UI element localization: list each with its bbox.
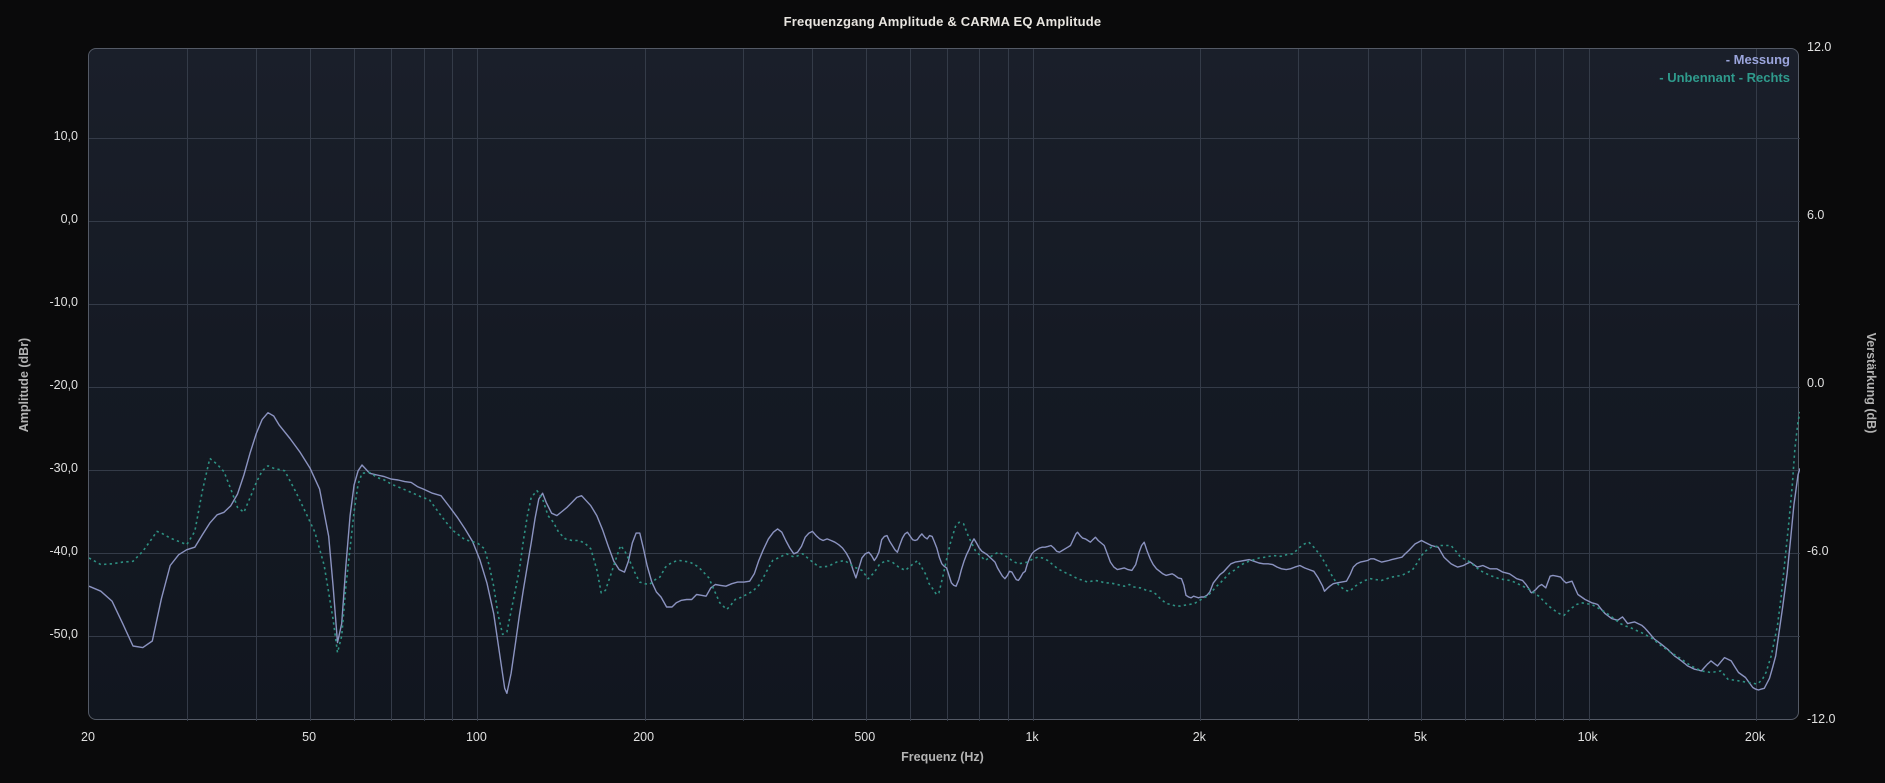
x-axis-title: Frequenz (Hz) bbox=[901, 750, 984, 764]
left-tick--50: -50,0 bbox=[49, 627, 79, 641]
right-tick--12: -12.0 bbox=[1807, 712, 1836, 726]
x-tick-1k: 1k bbox=[1025, 730, 1039, 744]
left-tick--40: -40,0 bbox=[49, 544, 79, 558]
right-axis-title: Verstärkung (dB) bbox=[1864, 332, 1878, 434]
left-tick--20: -20,0 bbox=[49, 377, 79, 392]
messung-curve bbox=[89, 412, 1800, 694]
legend-item-messung: - Messung bbox=[1725, 52, 1790, 67]
x-tick-5k: 5k bbox=[1413, 730, 1428, 744]
right-tick-6: 6.0 bbox=[1807, 208, 1825, 222]
x-tick-200: 200 bbox=[633, 730, 655, 744]
right-tick--6: -6.0 bbox=[1807, 544, 1829, 558]
x-tick-10k: 10k bbox=[1577, 730, 1598, 744]
legend-item-unbennant: - Unbennant - Rechts bbox=[1659, 70, 1790, 85]
legend: - Messung - Unbennant - Rechts bbox=[1659, 51, 1790, 87]
left-axis-title: Amplitude (dBr) bbox=[17, 337, 31, 433]
right-tick-12: 12.0 bbox=[1807, 40, 1832, 54]
left-tick-10: 10,0 bbox=[53, 128, 78, 143]
x-tick-20: 20 bbox=[81, 730, 95, 744]
chart-title: Frequenzgang Amplitude & CARMA EQ Amplit… bbox=[783, 14, 1102, 29]
x-tick-50: 50 bbox=[302, 730, 317, 744]
plot-area: - Messung - Unbennant - Rechts bbox=[88, 48, 1800, 721]
gridlines bbox=[89, 49, 1800, 721]
right-tick-0: 0.0 bbox=[1807, 376, 1825, 390]
unbennant-curve bbox=[89, 411, 1800, 685]
x-tick-2k: 2k bbox=[1192, 730, 1206, 744]
x-tick-100: 100 bbox=[465, 730, 487, 744]
chart-canvas bbox=[89, 49, 1800, 721]
x-tick-500: 500 bbox=[854, 730, 876, 744]
x-tick-20k: 20k bbox=[1744, 730, 1766, 744]
left-tick--30: -30,0 bbox=[49, 460, 79, 475]
left-tick--10: -10,0 bbox=[49, 294, 79, 309]
left-tick-0: 0,0 bbox=[60, 211, 78, 226]
